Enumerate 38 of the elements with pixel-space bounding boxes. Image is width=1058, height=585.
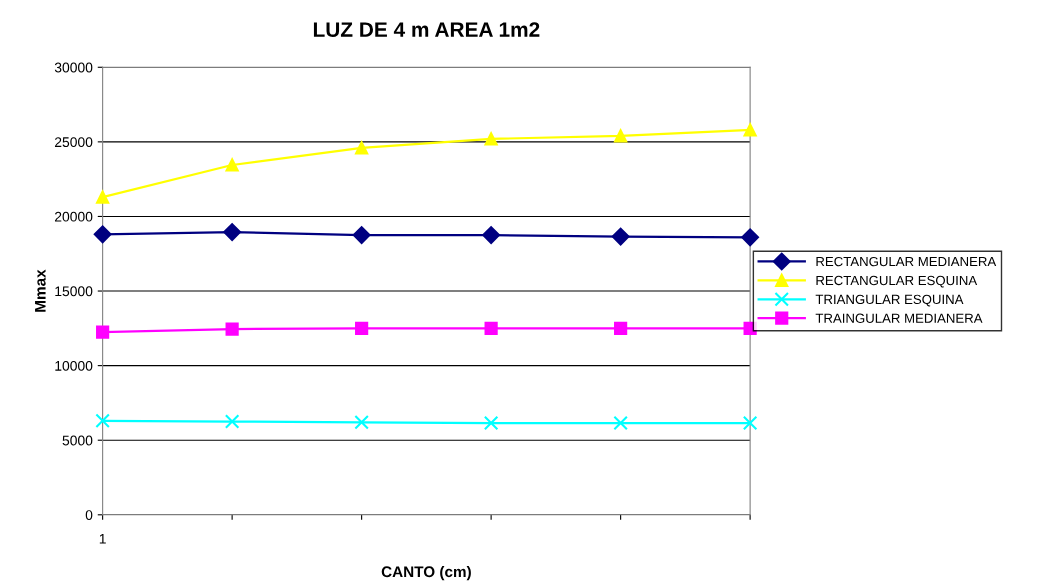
point xyxy=(613,415,628,431)
point xyxy=(96,325,110,339)
legend-label: TRAINGULAR MEDIANERA xyxy=(815,313,983,323)
y-axis-title: Mmax xyxy=(35,269,46,312)
point xyxy=(355,321,369,335)
point xyxy=(484,321,498,335)
point xyxy=(482,226,501,244)
legend-label: RECTANGULAR ESQUINA xyxy=(816,275,978,288)
point xyxy=(743,123,757,137)
point xyxy=(483,415,499,431)
point xyxy=(614,129,628,143)
y-tick-label: 25000 xyxy=(54,137,93,148)
point xyxy=(93,225,112,244)
x-tick-label: 1 xyxy=(99,534,106,544)
y-tick-label: 20000 xyxy=(54,211,93,222)
point xyxy=(352,226,371,244)
point xyxy=(355,141,369,155)
y-tick-label: 15000 xyxy=(55,286,93,297)
y-tick-label: 0 xyxy=(85,510,93,520)
point xyxy=(484,132,498,146)
point xyxy=(96,190,110,204)
y-tick-label: 30000 xyxy=(54,62,93,73)
point xyxy=(95,413,110,429)
point xyxy=(742,415,758,431)
y-tick-label: 5000 xyxy=(62,435,93,446)
legend-label: TRIANGULAR ESQUINA xyxy=(815,294,964,307)
point xyxy=(741,228,760,247)
point xyxy=(611,227,630,246)
x-axis-title: CANTO (cm) xyxy=(381,565,471,581)
point xyxy=(354,415,369,430)
legend-label: RECTANGULAR MEDIANERA xyxy=(816,256,997,267)
point xyxy=(225,158,239,172)
point xyxy=(225,322,239,336)
point xyxy=(614,321,628,335)
chart-title: LUZ DE 4 m AREA 1m2 xyxy=(313,22,540,37)
point xyxy=(223,223,242,242)
y-tick-label: 10000 xyxy=(55,360,93,371)
point xyxy=(224,414,240,429)
